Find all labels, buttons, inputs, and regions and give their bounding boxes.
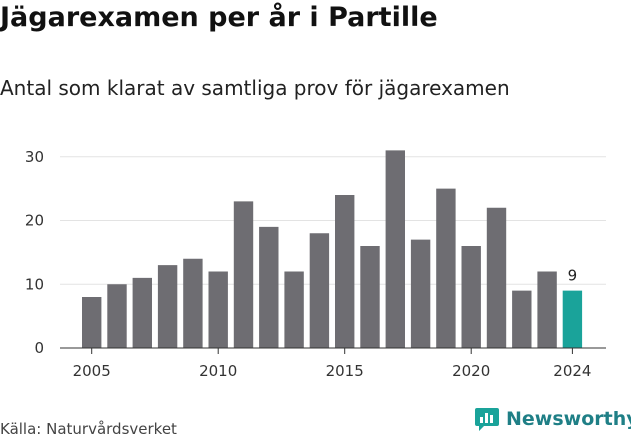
bar-2024 bbox=[562, 290, 583, 348]
bars bbox=[82, 150, 583, 348]
bar-2005 bbox=[82, 297, 102, 348]
chart-title: Jägarexamen per år i Partille bbox=[0, 2, 438, 33]
y-tick-label: 0 bbox=[34, 339, 44, 357]
bar-2022 bbox=[512, 290, 532, 348]
y-tick-label: 30 bbox=[25, 148, 44, 166]
bar-2011 bbox=[233, 201, 254, 348]
newsworthy-logo-icon bbox=[475, 408, 499, 431]
bar-chart: 0 10 20 30 2005 2010 2015 2020 2024 9 bbox=[25, 148, 606, 380]
bar-2023 bbox=[537, 271, 557, 348]
bar-2021 bbox=[486, 207, 507, 348]
brand-name: Newsworthy bbox=[506, 408, 631, 430]
bar-2018 bbox=[410, 239, 431, 348]
bar-2015 bbox=[335, 195, 355, 348]
x-tick-label: 2015 bbox=[326, 362, 364, 380]
bar-2006 bbox=[107, 284, 127, 348]
bar-2014 bbox=[309, 233, 330, 348]
bar-2020 bbox=[461, 246, 481, 348]
bar-2008 bbox=[157, 265, 178, 348]
bar-2017 bbox=[385, 150, 405, 348]
y-axis: 0 10 20 30 bbox=[25, 148, 44, 357]
x-tick-label: 2005 bbox=[73, 362, 111, 380]
bar-2012 bbox=[259, 226, 279, 348]
x-tick-label: 2010 bbox=[199, 362, 237, 380]
y-tick-label: 10 bbox=[25, 275, 44, 293]
bar-2016 bbox=[360, 246, 380, 348]
bar-2013 bbox=[284, 271, 304, 348]
chart-subtitle: Antal som klarat av samtliga prov för jä… bbox=[0, 76, 510, 100]
data-label-2024: 9 bbox=[568, 267, 578, 285]
x-tick-label: 2024 bbox=[553, 362, 591, 380]
brand: Newsworthy bbox=[474, 406, 631, 432]
gridlines bbox=[60, 156, 606, 285]
y-tick-label: 20 bbox=[25, 212, 44, 230]
bar-2019 bbox=[436, 188, 456, 348]
bar-2010 bbox=[208, 271, 228, 348]
x-axis: 2005 2010 2015 2020 2024 bbox=[60, 347, 606, 380]
bar-2007 bbox=[132, 277, 152, 348]
bar-2009 bbox=[183, 258, 203, 348]
source-note: Källa: Naturvårdsverket bbox=[0, 420, 177, 438]
x-tick-label: 2020 bbox=[452, 362, 490, 380]
data-labels: 9 bbox=[568, 267, 578, 285]
